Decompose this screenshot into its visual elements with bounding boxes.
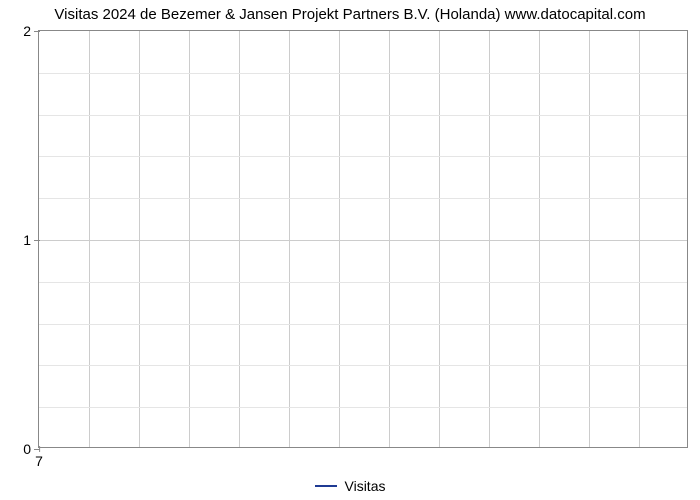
gridline-horizontal-minor [39, 407, 687, 408]
gridline-horizontal-minor [39, 156, 687, 157]
gridline-horizontal-minor [39, 198, 687, 199]
gridline-vertical [239, 31, 240, 447]
legend-swatch-visitas [315, 485, 337, 487]
gridline-vertical [289, 31, 290, 447]
gridline-vertical [589, 31, 590, 447]
chart-title: Visitas 2024 de Bezemer & Jansen Projekt… [0, 6, 700, 23]
y-tick-label: 1 [23, 232, 39, 248]
gridline-horizontal-major [39, 240, 687, 241]
gridline-vertical [139, 31, 140, 447]
gridline-horizontal-minor [39, 282, 687, 283]
legend: Visitas [0, 478, 700, 494]
plot-area: 0127 [38, 30, 688, 448]
legend-label-visitas: Visitas [345, 478, 386, 494]
y-tick-label: 2 [23, 23, 39, 39]
gridline-vertical [89, 31, 90, 447]
gridline-vertical [439, 31, 440, 447]
gridline-vertical [189, 31, 190, 447]
gridline-vertical [389, 31, 390, 447]
gridline-vertical [539, 31, 540, 447]
gridline-horizontal-minor [39, 324, 687, 325]
gridline-horizontal-minor [39, 365, 687, 366]
chart-container: Visitas 2024 de Bezemer & Jansen Projekt… [0, 0, 700, 500]
gridline-horizontal-minor [39, 115, 687, 116]
x-tick-label: 7 [35, 447, 43, 469]
gridline-vertical [639, 31, 640, 447]
gridline-vertical [339, 31, 340, 447]
gridline-vertical [489, 31, 490, 447]
gridline-horizontal-minor [39, 73, 687, 74]
